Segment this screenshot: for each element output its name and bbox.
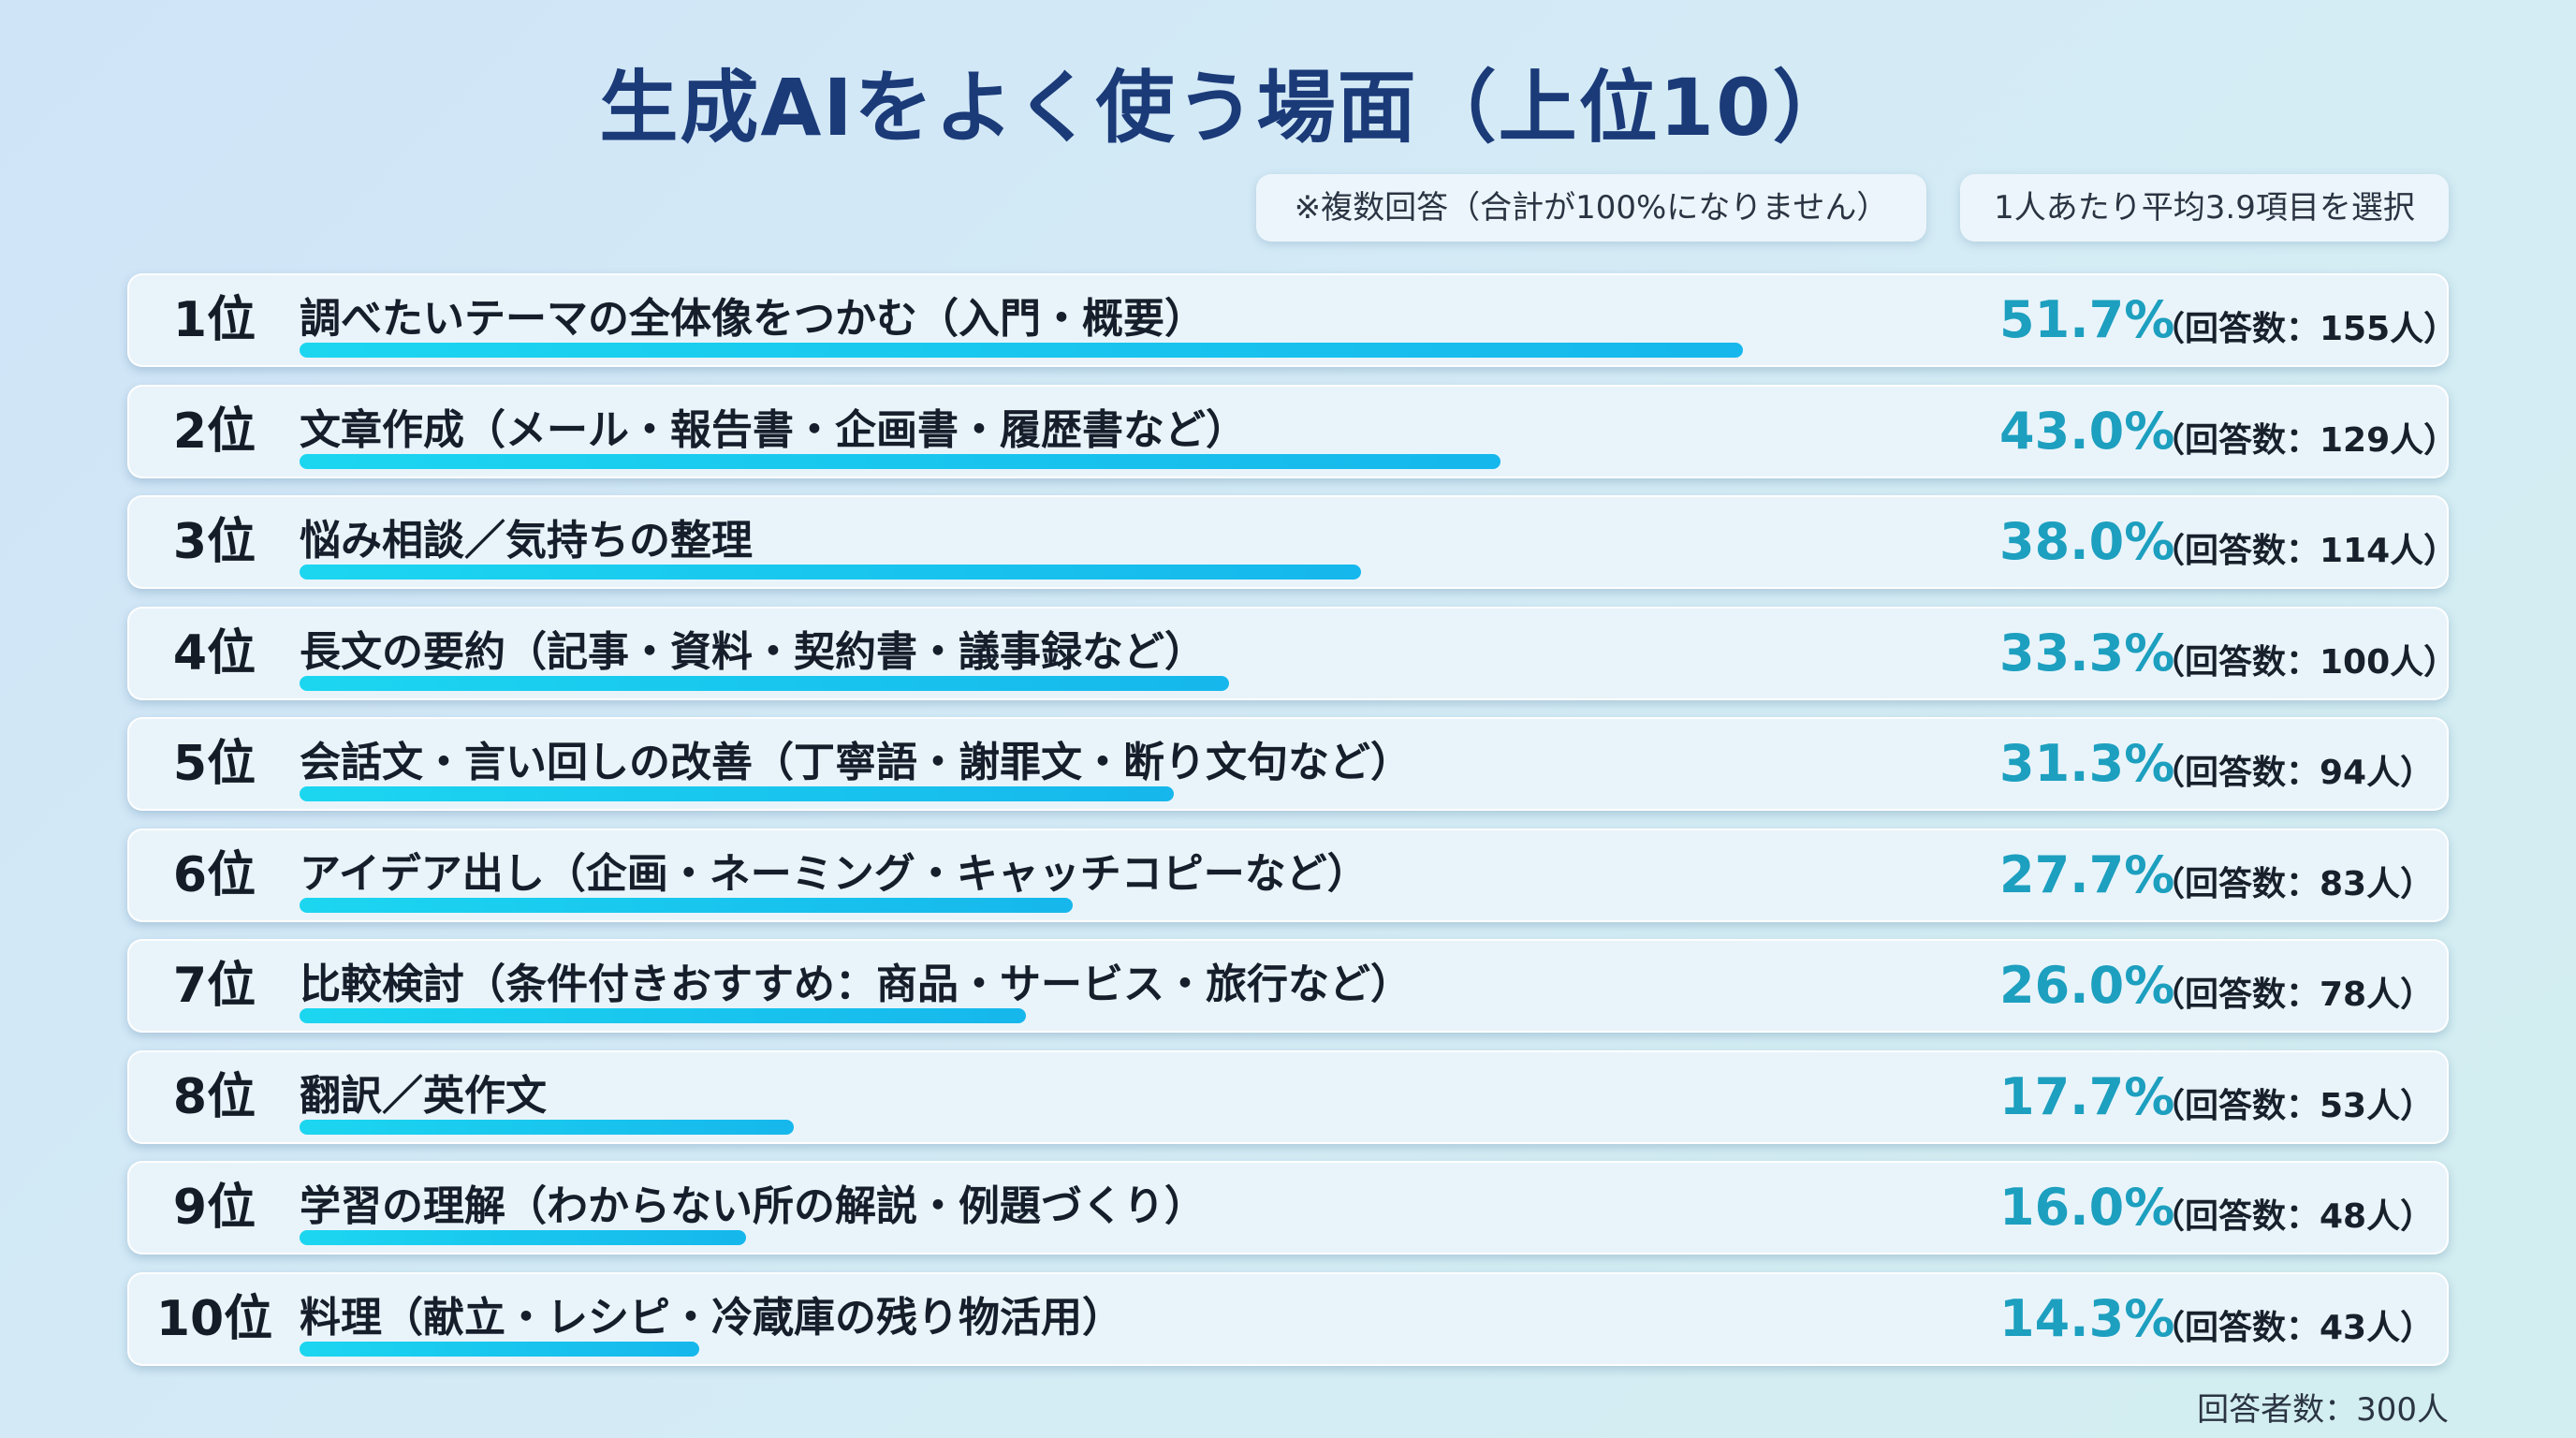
bar-track [300, 343, 1975, 358]
bar-track [300, 1008, 1975, 1023]
ranking-row: 10位 料理（献立・レシピ・冷蔵庫の残り物活用） 14.3% （回答数：43人） [127, 1271, 2449, 1366]
response-count: （回答数：100人） [2151, 642, 2458, 682]
bar-track [300, 565, 1975, 580]
ranking-row: 9位 学習の理解（わからない所の解説・例題づくり） 16.0% （回答数：48人） [127, 1161, 2449, 1255]
percent-value: 38.0% [1999, 512, 2175, 571]
average-selection-note: 1人あたり平均3.9項目を選択 [1960, 174, 2449, 242]
percent-value: 51.7% [1999, 290, 2175, 349]
value-bar [300, 786, 1174, 801]
rank-label: 5位 [172, 736, 256, 792]
category-label: 悩み相談／気持ちの整理 [300, 517, 753, 565]
bar-track [300, 1119, 1975, 1135]
ranking-row: 2位 文章作成（メール・報告書・企画書・履歴書など） 43.0% （回答数：129人） [127, 384, 2457, 478]
rank-label: 4位 [172, 624, 256, 682]
bar-track [300, 786, 1975, 801]
rank-label: 1位 [172, 292, 256, 348]
response-count: （回答数：43人） [2151, 1308, 2435, 1347]
ranking-row: 6位 アイデア出し（企画・ネーミング・キャッチコピーなど） 27.7% （回答数：83… [127, 828, 2449, 922]
percent-value: 43.0% [1999, 401, 2175, 461]
total-respondents: 回答者数：300人 [2197, 1391, 2449, 1429]
ranking-row: 4位 長文の要約（記事・資料・契約書・議事録など） 33.3% （回答数：100人） [127, 606, 2457, 700]
percent-value: 17.7% [1999, 1066, 2175, 1126]
category-label: 学習の理解（わからない所の解説・例題づくり） [300, 1182, 1206, 1230]
percent-value: 27.7% [1999, 844, 2175, 904]
category-label: アイデア出し（企画・ネーミング・キャッチコピーなど） [300, 849, 1368, 898]
percent-value: 16.0% [1999, 1178, 2175, 1237]
category-label: 翻訳／英作文 [300, 1071, 547, 1120]
value-bar [300, 1119, 794, 1135]
response-count: （回答数：83人） [2151, 864, 2435, 903]
rank-label: 3位 [172, 514, 256, 570]
category-label: 長文の要約（記事・資料・契約書・議事録など） [300, 627, 1206, 676]
rank-label: 9位 [172, 1180, 256, 1236]
response-count: （回答数：114人） [2151, 532, 2458, 570]
ranking-list: 1位 調べたいテーマの全体像をつかむ（入門・概要） 51.7% （回答数：155人） 2… [127, 273, 2457, 1383]
category-label: 料理（献立・レシピ・冷蔵庫の残り物活用） [300, 1293, 1123, 1342]
multiple-answer-note: ※複数回答（合計が100%になりません） [1256, 174, 1926, 242]
bar-track [300, 453, 1975, 469]
value-bar [300, 897, 1073, 913]
response-count: （回答数：155人） [2151, 310, 2458, 348]
percent-value: 33.3% [1999, 623, 2175, 682]
bar-track [300, 897, 1975, 913]
category-label: 比較検討（条件付きおすすめ：商品・サービス・旅行など） [300, 961, 1412, 1008]
ranking-row: 7位 比較検討（条件付きおすすめ：商品・サービス・旅行など） 26.0% （回答数：7… [127, 939, 2449, 1033]
value-bar [300, 1230, 746, 1245]
rank-label: 10位 [155, 1290, 273, 1347]
ranking-row: 1位 調べたいテーマの全体像をつかむ（入門・概要） 51.7% （回答数：155人） [127, 273, 2457, 367]
value-bar [300, 343, 1743, 358]
response-count: （回答数：129人） [2151, 420, 2458, 460]
value-bar [300, 1341, 699, 1357]
rank-label: 2位 [172, 403, 256, 460]
response-count: （回答数：94人） [2151, 754, 2435, 792]
ranking-row: 5位 会話文・言い回しの改善（丁寧語・謝罪文・断り文句など） 31.3% （回答数：9… [127, 717, 2449, 811]
bar-track [300, 1341, 1975, 1357]
value-bar [300, 565, 1361, 580]
value-bar [300, 675, 1229, 691]
percent-value: 31.3% [1999, 734, 2175, 793]
bar-track [300, 1230, 1975, 1245]
percent-value: 14.3% [1999, 1288, 2175, 1348]
response-count: （回答数：48人） [2151, 1197, 2435, 1236]
category-label: 調べたいテーマの全体像をつかむ（入門・概要） [300, 295, 1206, 343]
value-bar [300, 1008, 1026, 1023]
bar-track [300, 675, 1975, 691]
response-count: （回答数：78人） [2151, 976, 2435, 1014]
response-count: （回答数：53人） [2151, 1086, 2435, 1125]
ranking-row: 8位 翻訳／英作文 17.7% （回答数：53人） [127, 1049, 2449, 1144]
category-label: 会話文・言い回しの改善（丁寧語・謝罪文・断り文句など） [300, 739, 1412, 786]
rank-label: 6位 [172, 846, 256, 903]
rank-label: 7位 [172, 958, 256, 1014]
rank-label: 8位 [172, 1068, 256, 1125]
chart-title: 生成AIをよく使う場面（上位10） [599, 62, 1853, 154]
ranking-row: 3位 悩み相談／気持ちの整理 38.0% （回答数：114人） [127, 495, 2457, 589]
percent-value: 26.0% [1999, 956, 2175, 1015]
value-bar [300, 453, 1500, 469]
category-label: 文章作成（メール・報告書・企画書・履歴書など） [300, 405, 1247, 454]
